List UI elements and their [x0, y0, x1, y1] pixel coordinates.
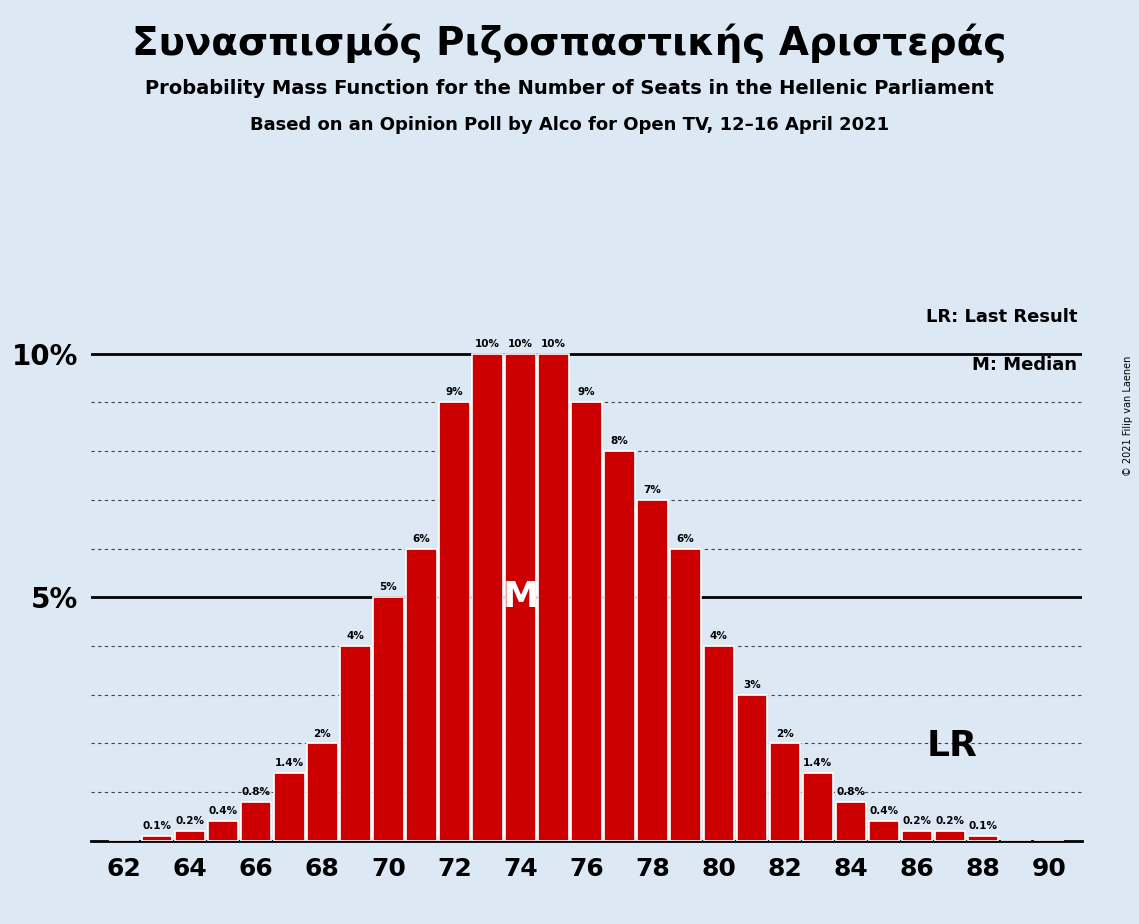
Text: 3%: 3%	[743, 680, 761, 690]
Text: 1.4%: 1.4%	[274, 758, 304, 768]
Bar	[737, 695, 767, 841]
Text: 0.8%: 0.8%	[836, 787, 866, 797]
Bar	[704, 646, 734, 841]
Bar	[539, 354, 568, 841]
Text: 10%: 10%	[541, 339, 566, 348]
Text: © 2021 Filip van Laenen: © 2021 Filip van Laenen	[1123, 356, 1133, 476]
Bar	[374, 597, 403, 841]
Bar	[208, 821, 238, 841]
Text: 0.4%: 0.4%	[208, 807, 238, 817]
Text: 10%: 10%	[475, 339, 500, 348]
Text: Συνασπισμός Ριζοσπαστικής Αριστεράς: Συνασπισμός Ριζοσπαστικής Αριστεράς	[132, 23, 1007, 63]
Bar	[341, 646, 370, 841]
Bar	[638, 500, 667, 841]
Text: 9%: 9%	[577, 387, 596, 397]
Bar	[968, 836, 998, 841]
Text: 0.2%: 0.2%	[902, 816, 932, 826]
Bar	[241, 802, 271, 841]
Text: 0.8%: 0.8%	[241, 787, 271, 797]
Text: 0.1%: 0.1%	[142, 821, 172, 831]
Bar	[142, 836, 172, 841]
Text: 0.2%: 0.2%	[175, 816, 205, 826]
Bar	[605, 451, 634, 841]
Text: M: Median: M: Median	[972, 356, 1077, 374]
Bar	[440, 402, 469, 841]
Bar	[572, 402, 601, 841]
Bar	[274, 772, 304, 841]
Text: LR: LR	[927, 729, 977, 763]
Bar	[902, 831, 932, 841]
Text: 1.4%: 1.4%	[803, 758, 833, 768]
Text: 2%: 2%	[776, 728, 794, 738]
Text: 0.1%: 0.1%	[968, 821, 998, 831]
Bar	[473, 354, 502, 841]
Text: Based on an Opinion Poll by Alco for Open TV, 12–16 April 2021: Based on an Opinion Poll by Alco for Ope…	[249, 116, 890, 133]
Text: 5%: 5%	[379, 582, 398, 592]
Text: 2%: 2%	[313, 728, 331, 738]
Bar	[175, 831, 205, 841]
Bar	[935, 831, 965, 841]
Bar	[770, 744, 800, 841]
Text: Probability Mass Function for the Number of Seats in the Hellenic Parliament: Probability Mass Function for the Number…	[145, 79, 994, 98]
Text: 4%: 4%	[710, 631, 728, 641]
Text: M: M	[502, 580, 539, 614]
Bar	[869, 821, 899, 841]
Text: 10%: 10%	[508, 339, 533, 348]
Bar	[803, 772, 833, 841]
Bar	[506, 354, 535, 841]
Bar	[836, 802, 866, 841]
Text: 0.4%: 0.4%	[869, 807, 899, 817]
Text: 0.2%: 0.2%	[935, 816, 965, 826]
Text: 6%: 6%	[677, 534, 695, 543]
Bar	[407, 549, 436, 841]
Text: 7%: 7%	[644, 485, 662, 495]
Text: LR: Last Result: LR: Last Result	[926, 308, 1077, 325]
Text: 8%: 8%	[611, 436, 629, 446]
Text: 9%: 9%	[445, 387, 464, 397]
Bar	[671, 549, 700, 841]
Bar	[308, 744, 337, 841]
Text: 6%: 6%	[412, 534, 431, 543]
Text: 4%: 4%	[346, 631, 364, 641]
